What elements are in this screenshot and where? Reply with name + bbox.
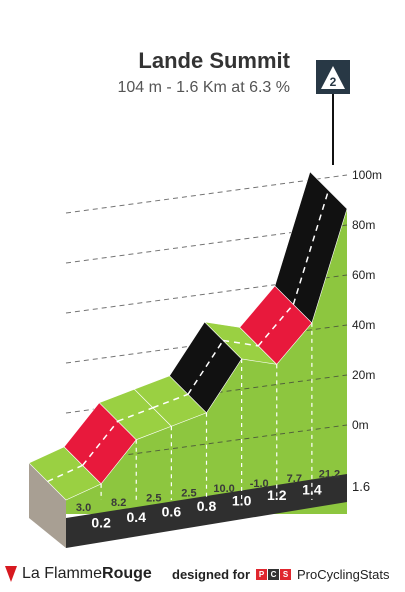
road-center-line [292,190,330,305]
y-tick-label: 100m [352,168,382,182]
road-center-line [257,303,294,347]
pcs-logo-icon: P C S [256,569,292,580]
y-tick-label: 40m [352,318,375,332]
gradient-label: 3.0 [76,502,91,514]
x-tick-label: 1.2 [267,487,287,503]
pcs-letter-p: P [256,569,268,580]
gradient-label: 7.7 [287,473,302,485]
profile-fill [66,208,347,501]
distance-end-label: 1.6 [352,479,370,494]
gradient-label: 8.2 [111,497,126,509]
chart-subtitle: 104 m - 1.6 Km at 6.3 % [117,79,290,96]
pcs-letter-c: C [268,569,280,580]
y-tick-label: 80m [352,218,375,232]
road-center-line [223,339,259,347]
y-tick-label: 60m [352,268,375,282]
designed-for-label: designed for [172,567,251,582]
footer: La FlammeRouge designed for P C S ProCyc… [0,562,405,588]
road-center-line [82,420,119,466]
chart-title: Lande Summit [138,48,290,73]
gradient-label: 2.5 [181,488,196,500]
pcs-letter-s: S [280,569,292,580]
mountain-icon [321,66,345,89]
gradient-label: -1.0 [250,478,269,490]
gradient-label: 2.5 [146,492,161,504]
profile-base-side [29,463,66,548]
y-tick-label: 20m [352,368,375,382]
la-flamme-rouge-logo: La FlammeRouge [4,565,152,583]
flame-icon [5,566,17,582]
credits: designed for P C S ProCyclingStats [172,567,390,582]
brand-name: La FlammeRouge [22,565,152,582]
gradient-label: 10.0 [213,483,234,495]
category-badge-label: 2 [330,75,337,89]
x-tick-label: 1.0 [232,493,252,509]
x-tick-label: 1.4 [302,482,322,498]
procyclingstats-label: ProCyclingStats [297,567,390,582]
x-tick-label: 0.2 [91,515,111,531]
x-tick-label: 0.8 [197,498,217,514]
y-tick-label: 0m [352,418,369,432]
climb-profile-chart: 2 0m 20m 40m 60m 80m 100m 3.0 8.2 2.5 2.5 10.0 -1.0… [28,60,382,548]
x-tick-label: 0.4 [127,509,147,525]
elevation-gridline [65,174,348,214]
gradient-label: 21.2 [319,468,340,480]
x-tick-label: 0.6 [162,504,182,520]
